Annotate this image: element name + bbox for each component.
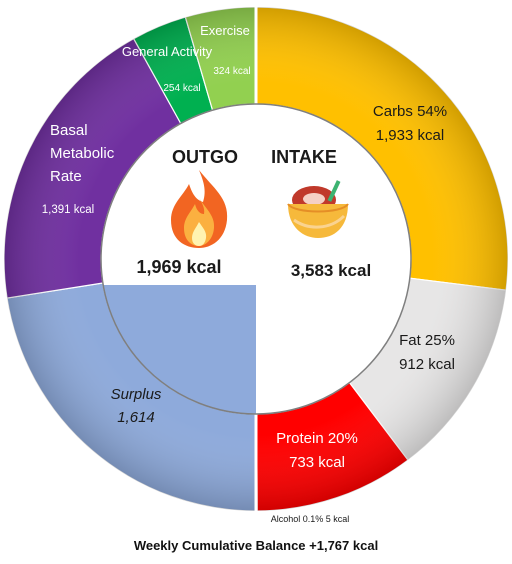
- label-basal-metabolic-rate-0: Basal: [50, 122, 88, 139]
- label-surplus-1: 1,614: [117, 409, 155, 426]
- value-general-activity: 254 kcal: [163, 83, 200, 94]
- label-surplus-0: Surplus: [111, 386, 162, 403]
- label-general-activity-0: General Activity: [122, 44, 213, 59]
- intake-title: INTAKE: [271, 147, 337, 167]
- label-basal-metabolic-rate-1: Metabolic: [50, 145, 115, 162]
- label-protein-0: Protein 20%: [276, 430, 358, 447]
- food-bowl-icon: [287, 180, 349, 238]
- label-carbs-1: 1,933 kcal: [376, 127, 444, 144]
- label-exercise-0: Exercise: [200, 23, 250, 38]
- outgo-title: OUTGO: [172, 147, 238, 167]
- value-basal-metabolic-rate: 1,391 kcal: [42, 204, 94, 216]
- label-alcohol-0: Alcohol 0.1% 5 kcal: [271, 514, 350, 524]
- value-exercise: 324 kcal: [213, 66, 250, 77]
- center-disc-outline: [100, 103, 412, 415]
- label-protein-1: 733 kcal: [289, 454, 345, 471]
- weekly-balance-footer: Weekly Cumulative Balance +1,767 kcal: [133, 538, 379, 553]
- label-basal-metabolic-rate-2: Rate: [50, 168, 82, 185]
- label-fat-0: Fat 25%: [399, 332, 455, 349]
- outgo-total: 1,969 kcal: [136, 257, 221, 277]
- label-carbs-0: Carbs 54%: [373, 103, 447, 120]
- flame-icon: [171, 170, 228, 248]
- label-fat-1: 912 kcal: [399, 356, 455, 373]
- intake-total: 3,583 kcal: [291, 261, 371, 280]
- center-surplus-fill: [103, 285, 257, 414]
